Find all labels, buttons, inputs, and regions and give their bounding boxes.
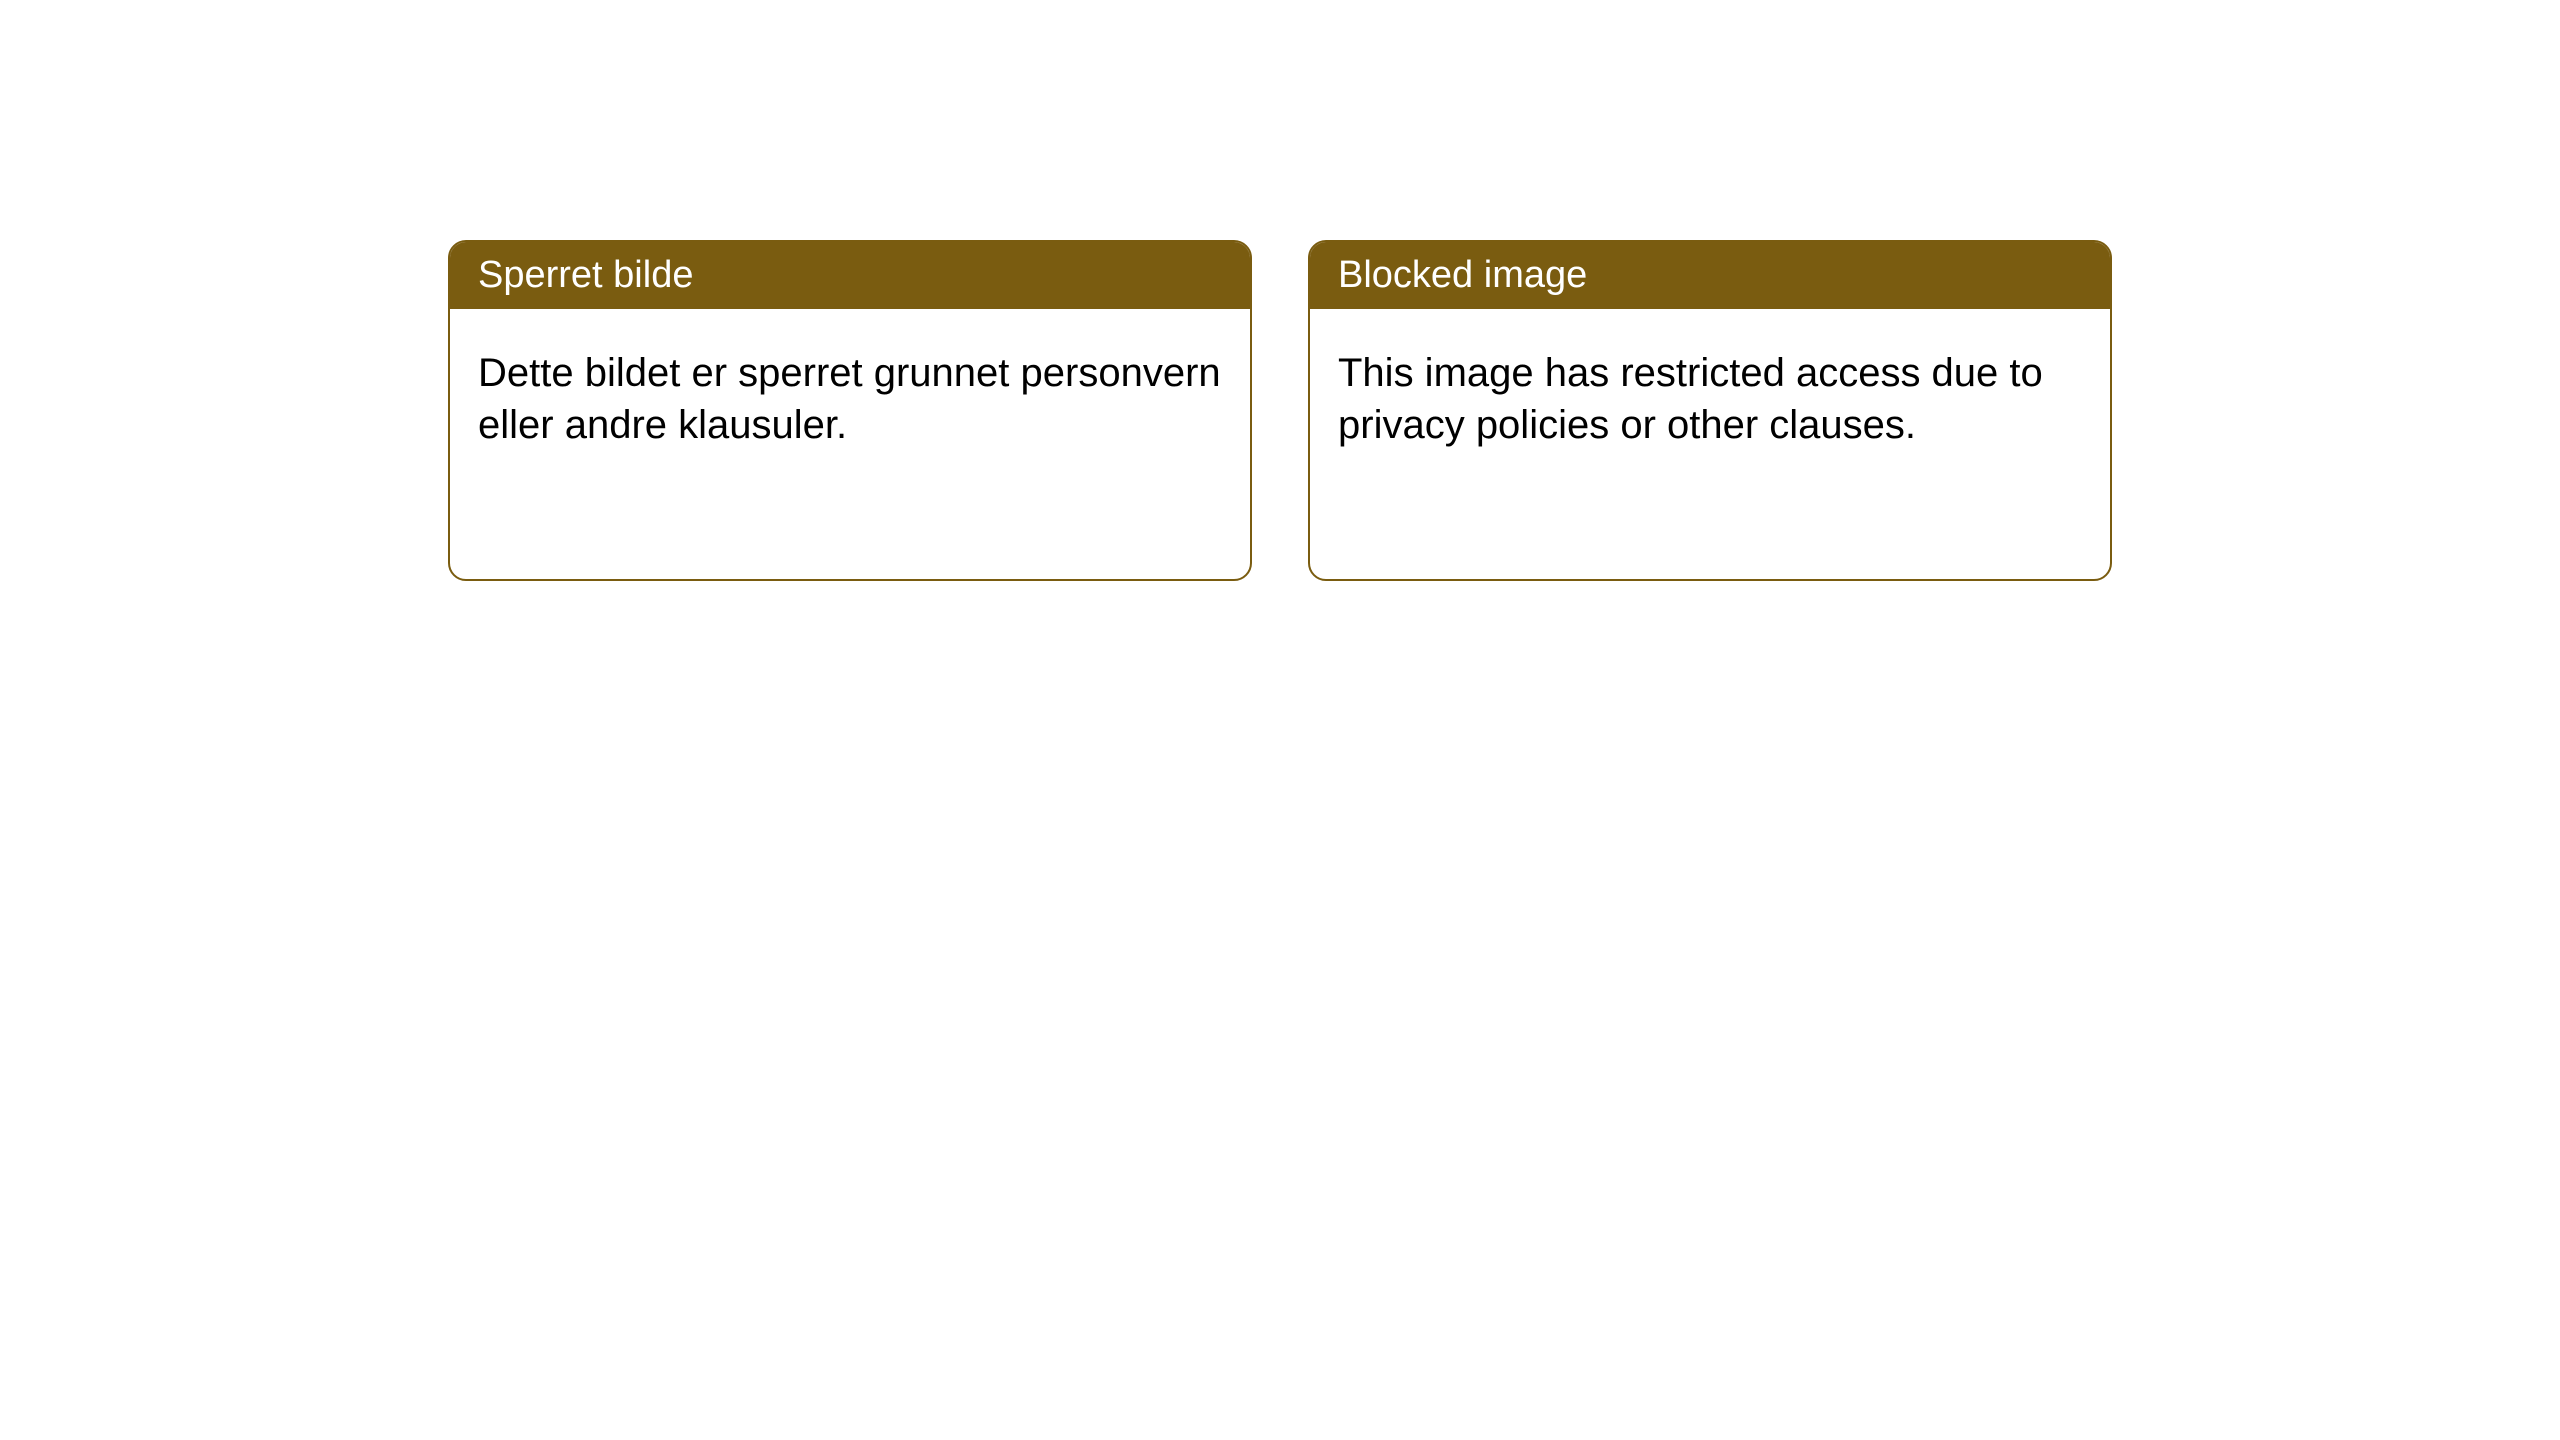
notice-header: Sperret bilde [450,242,1250,309]
notice-card-norwegian: Sperret bilde Dette bildet er sperret gr… [448,240,1252,581]
notice-header: Blocked image [1310,242,2110,309]
notice-body: This image has restricted access due to … [1310,309,2110,579]
notice-container: Sperret bilde Dette bildet er sperret gr… [448,240,2112,581]
notice-card-english: Blocked image This image has restricted … [1308,240,2112,581]
notice-body: Dette bildet er sperret grunnet personve… [450,309,1250,579]
